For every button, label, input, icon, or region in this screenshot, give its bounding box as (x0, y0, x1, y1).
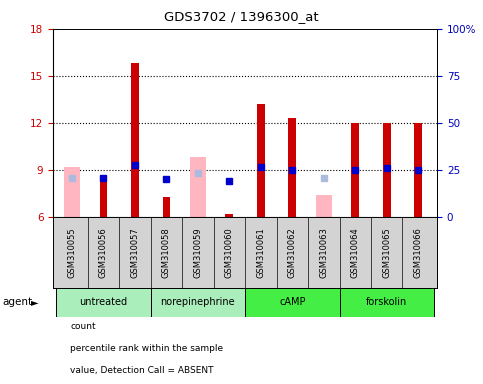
Bar (131, 63, 139, 217)
Text: GSM310065: GSM310065 (382, 227, 391, 278)
Text: GSM310063: GSM310063 (319, 227, 328, 278)
Text: value, Detection Call = ABSENT: value, Detection Call = ABSENT (70, 366, 213, 376)
Text: untreated: untreated (79, 297, 128, 308)
Bar (162, 197, 170, 217)
Text: GSM310057: GSM310057 (130, 227, 140, 278)
Text: GSM310056: GSM310056 (99, 227, 108, 278)
Bar (340, 288, 434, 317)
Text: GSM310058: GSM310058 (162, 227, 171, 278)
Bar (414, 123, 422, 217)
Bar (351, 123, 359, 217)
Text: percentile rank within the sample: percentile rank within the sample (70, 344, 223, 353)
Text: cAMP: cAMP (279, 297, 306, 308)
Text: GSM310060: GSM310060 (225, 227, 234, 278)
Bar (245, 288, 340, 317)
Text: GDS3702 / 1396300_at: GDS3702 / 1396300_at (164, 10, 319, 23)
Bar (316, 195, 332, 217)
Text: GSM310061: GSM310061 (256, 227, 265, 278)
Bar (226, 214, 233, 217)
Text: GSM310062: GSM310062 (288, 227, 297, 278)
Text: ►: ► (31, 297, 39, 308)
Text: count: count (70, 322, 96, 331)
Text: forskolin: forskolin (366, 297, 407, 308)
Text: agent: agent (2, 297, 32, 308)
Bar (57, 288, 151, 317)
Text: GSM310059: GSM310059 (193, 227, 202, 278)
Bar (151, 288, 245, 317)
Text: GSM310064: GSM310064 (351, 227, 360, 278)
Bar (383, 123, 391, 217)
Bar (64, 167, 80, 217)
Text: norepinephrine: norepinephrine (161, 297, 235, 308)
Text: GSM310055: GSM310055 (68, 227, 76, 278)
Bar (99, 181, 107, 217)
Bar (288, 118, 296, 217)
Bar (190, 157, 206, 217)
Bar (257, 104, 265, 217)
Text: GSM310066: GSM310066 (414, 227, 423, 278)
